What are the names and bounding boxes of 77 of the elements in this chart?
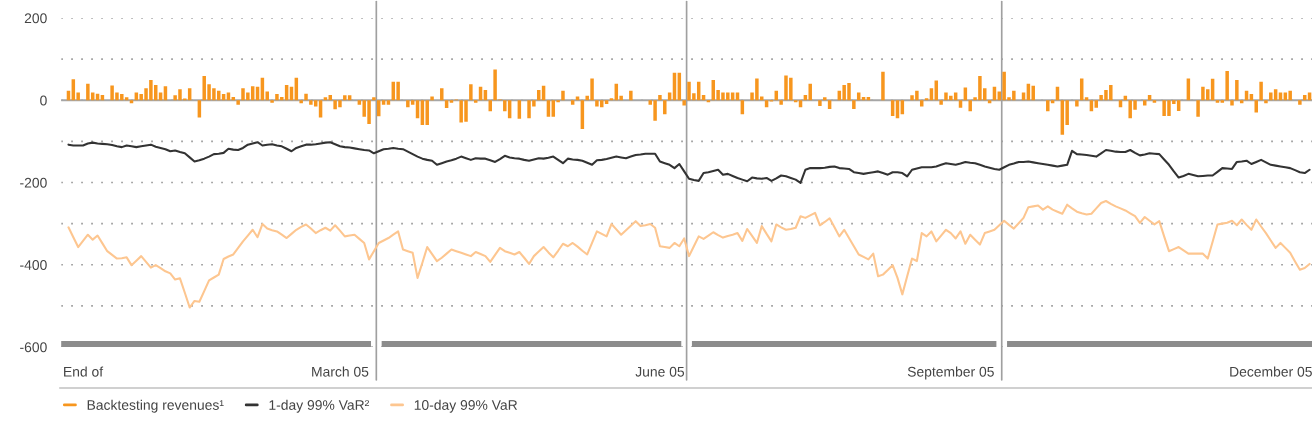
bar [396, 81, 400, 101]
bar [1084, 97, 1089, 101]
bar [827, 100, 832, 109]
legend-label: 10-day 99% VaR [414, 399, 518, 413]
line-series [67, 199, 1311, 309]
x-tick-label: December 05 [1230, 366, 1312, 377]
bar [1288, 90, 1292, 101]
bar [1298, 100, 1302, 105]
bar [682, 100, 686, 106]
bar [299, 100, 303, 104]
bar [1075, 100, 1079, 107]
bar [323, 97, 328, 101]
bar [881, 71, 885, 101]
x-tick-label: June 05 [635, 366, 685, 377]
bar [86, 83, 90, 101]
bar [343, 95, 347, 101]
bar [1254, 100, 1258, 113]
bar [939, 100, 943, 105]
bar [1196, 100, 1200, 117]
y-tick-label: -400 [20, 260, 47, 270]
bar [823, 97, 827, 101]
bar [1264, 100, 1268, 104]
bar [270, 100, 274, 103]
bar [968, 100, 972, 112]
legend-label: 1-day 99% VaR² [269, 399, 370, 413]
bar [818, 100, 822, 107]
bar [449, 100, 454, 103]
bar [987, 100, 992, 104]
legend-label: Backtesting revenues¹ [87, 399, 224, 413]
bar [852, 100, 856, 109]
bar [779, 100, 783, 105]
x-tick-label: March 05 [312, 366, 369, 377]
x-tick-label: End of [64, 366, 104, 377]
bar [124, 97, 129, 101]
bar [808, 83, 812, 101]
bar [1220, 100, 1225, 103]
bar [1046, 100, 1050, 112]
bar [318, 100, 323, 118]
bar [406, 100, 410, 108]
bar [1152, 100, 1157, 103]
bar [663, 100, 667, 115]
bar [1230, 100, 1234, 106]
bar [469, 84, 473, 101]
bar [1215, 100, 1220, 103]
bar [309, 100, 313, 105]
bar [473, 100, 478, 103]
bar [129, 100, 134, 104]
bar [236, 100, 240, 105]
y-tick-label: 200 [24, 13, 47, 24]
bar [1269, 92, 1273, 101]
bar [386, 100, 391, 105]
bar [410, 100, 415, 105]
bar [381, 100, 386, 105]
y-tick-label: 0 [40, 95, 47, 106]
x-tick-label: September 05 [907, 366, 994, 380]
bar [440, 88, 444, 101]
bar [1259, 81, 1263, 101]
bar [304, 93, 308, 101]
bar [430, 96, 434, 101]
bar [958, 100, 963, 108]
bar [1031, 85, 1035, 101]
bar [1143, 100, 1147, 106]
bar [604, 100, 609, 104]
y-tick-label: -200 [20, 177, 47, 188]
bar [629, 90, 633, 101]
bar [658, 94, 662, 101]
bar [1239, 100, 1244, 104]
bar [561, 90, 565, 101]
bar [197, 100, 202, 118]
bar [570, 100, 575, 105]
bar [1094, 100, 1099, 108]
bar [372, 97, 376, 101]
y-tick-label: -600 [20, 342, 47, 353]
bar [425, 100, 429, 125]
bar [1225, 71, 1229, 101]
bar [1235, 80, 1239, 101]
line-series [67, 141, 1311, 184]
